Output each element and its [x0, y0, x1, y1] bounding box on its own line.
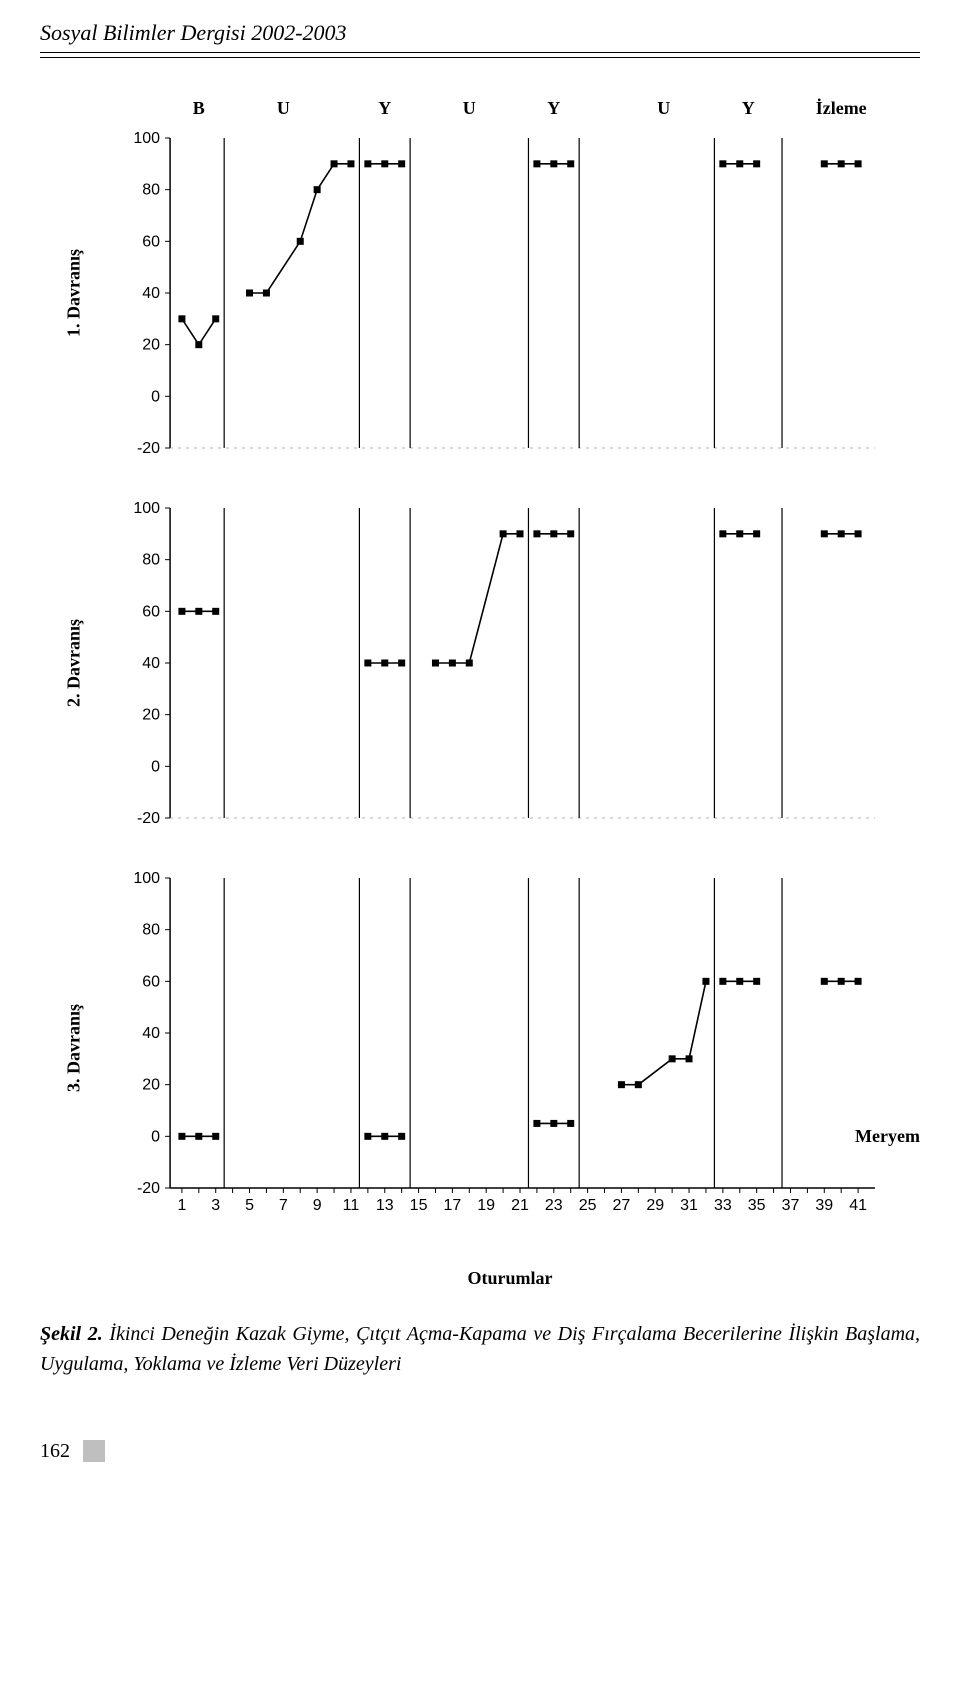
- svg-text:60: 60: [142, 973, 160, 990]
- svg-text:80: 80: [142, 552, 160, 569]
- svg-text:35: 35: [748, 1197, 766, 1214]
- phase-label: İzleme: [816, 98, 867, 119]
- journal-header: Sosyal Bilimler Dergisi 2002-2003: [40, 20, 920, 53]
- svg-text:21: 21: [511, 1197, 529, 1214]
- svg-text:60: 60: [142, 603, 160, 620]
- svg-text:41: 41: [849, 1197, 867, 1214]
- y-axis-label: 2. Davranış: [64, 619, 85, 707]
- x-axis-label: Oturumlar: [110, 1268, 910, 1289]
- chart-panel: 1. Davranış -20 0 20 40 60 80 100: [50, 128, 910, 458]
- svg-text:20: 20: [142, 337, 160, 354]
- phase-label: Y: [742, 98, 755, 119]
- svg-text:39: 39: [815, 1197, 833, 1214]
- phase-label: Y: [378, 98, 391, 119]
- svg-text:0: 0: [151, 388, 160, 405]
- svg-text:17: 17: [443, 1197, 461, 1214]
- y-axis-label: 3. Davranış: [64, 1004, 85, 1092]
- chart-panel: 3. Davranış-2002040608010013579111315171…: [50, 868, 910, 1228]
- svg-text:0: 0: [151, 1128, 160, 1145]
- chart-panel: 2. Davranış -20 0 20 40 60 80 100: [50, 498, 910, 828]
- svg-text:0: 0: [151, 758, 160, 775]
- svg-text:13: 13: [376, 1197, 394, 1214]
- svg-text:23: 23: [545, 1197, 563, 1214]
- phase-label: Y: [547, 98, 560, 119]
- svg-text:37: 37: [782, 1197, 800, 1214]
- svg-text:40: 40: [142, 655, 160, 672]
- phase-label: U: [463, 98, 476, 119]
- page-number-box-icon: [83, 1440, 105, 1462]
- svg-text:1: 1: [177, 1197, 186, 1214]
- page-number: 162: [40, 1439, 920, 1463]
- svg-text:100: 100: [133, 130, 160, 147]
- figure-number: Şekil 2.: [40, 1323, 103, 1345]
- svg-text:60: 60: [142, 233, 160, 250]
- figure-2: BUYUYUYİzleme 1. Davranış-20020406080100…: [50, 98, 910, 1289]
- svg-text:19: 19: [477, 1197, 495, 1214]
- svg-text:100: 100: [133, 870, 160, 887]
- subject-label: Meryem: [855, 1126, 920, 1147]
- phase-label: U: [657, 98, 670, 119]
- svg-text:9: 9: [313, 1197, 322, 1214]
- y-axis-label: 1. Davranış: [64, 249, 85, 337]
- svg-text:-20: -20: [137, 440, 160, 457]
- svg-text:7: 7: [279, 1197, 288, 1214]
- phase-labels-row: B U Y U Y U Y İzleme: [110, 98, 890, 128]
- phase-label: B: [193, 98, 205, 119]
- svg-text:29: 29: [646, 1197, 664, 1214]
- figure-caption-text: İkinci Deneğin Kazak Giyme, Çıtçıt Açma-…: [40, 1323, 920, 1375]
- svg-text:-20: -20: [137, 810, 160, 827]
- svg-text:33: 33: [714, 1197, 732, 1214]
- svg-text:40: 40: [142, 1025, 160, 1042]
- svg-text:27: 27: [613, 1197, 631, 1214]
- svg-text:20: 20: [142, 707, 160, 724]
- phase-label: U: [277, 98, 290, 119]
- svg-text:40: 40: [142, 285, 160, 302]
- svg-text:5: 5: [245, 1197, 254, 1214]
- header-rule: [40, 57, 920, 58]
- svg-text:-20: -20: [137, 1180, 160, 1197]
- svg-text:80: 80: [142, 922, 160, 939]
- svg-text:3: 3: [211, 1197, 220, 1214]
- figure-caption: Şekil 2. İkinci Deneğin Kazak Giyme, Çıt…: [40, 1319, 920, 1379]
- page-number-value: 162: [40, 1440, 70, 1462]
- svg-text:31: 31: [680, 1197, 698, 1214]
- svg-text:11: 11: [343, 1197, 360, 1214]
- svg-text:80: 80: [142, 182, 160, 199]
- svg-text:15: 15: [410, 1197, 428, 1214]
- svg-text:25: 25: [579, 1197, 597, 1214]
- svg-text:100: 100: [133, 500, 160, 517]
- svg-text:20: 20: [142, 1077, 160, 1094]
